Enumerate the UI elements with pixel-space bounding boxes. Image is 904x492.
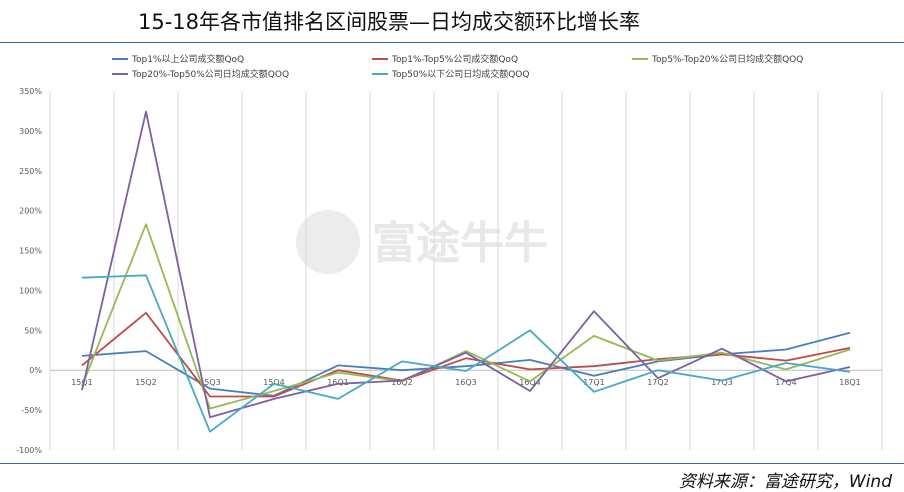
- y-tick-label: 150%: [19, 247, 42, 256]
- series-line-5: [81, 274, 851, 433]
- watermark-logo-icon: [296, 210, 360, 274]
- y-tick-label: 300%: [19, 127, 42, 136]
- x-tick-label: 17Q3: [711, 378, 733, 387]
- y-tick-label: 250%: [19, 167, 42, 176]
- x-tick-label: 17Q1: [583, 378, 605, 387]
- legend-label: Top50%以下公司日均成交额QOQ: [391, 68, 529, 80]
- watermark: 富途牛牛: [296, 210, 548, 274]
- line-chart: 富途牛牛 -100% -50% 0% 50% 100% 150% 200% 250% 300% 3…: [16, 53, 883, 455]
- legend-label: Top20%-Top50%公司日均成交额QOQ: [131, 68, 289, 80]
- x-tick-label: 16Q4: [519, 378, 541, 387]
- legend-label: Top1%-Top5%公司成交额QoQ: [391, 53, 518, 65]
- x-tick-label: 15Q4: [263, 378, 285, 387]
- x-tick-label: 15Q3: [199, 378, 221, 387]
- series-line-2: [81, 311, 851, 398]
- x-tick-label: 18Q1: [839, 378, 861, 387]
- legend-label: Top5%-Top20%公司日均成交额QOQ: [651, 53, 803, 65]
- x-tick-label: 17Q2: [647, 378, 669, 387]
- x-tick-label: 16Q1: [327, 378, 349, 387]
- page-title: 15-18年各市值排名区间股票—日均成交额环比增长率: [138, 10, 641, 34]
- title-divider: [0, 42, 904, 43]
- watermark-text: 富途牛牛: [372, 218, 548, 269]
- y-tick-label: 0%: [29, 366, 42, 375]
- y-tick-label: 350%: [19, 87, 42, 96]
- y-tick-label: 200%: [19, 207, 42, 216]
- footer-divider: [0, 463, 904, 464]
- series-line-4: [81, 110, 851, 419]
- x-tick-label: 15Q2: [135, 378, 157, 387]
- x-tick-label: 17Q4: [775, 378, 797, 387]
- y-tick-label: 50%: [24, 326, 42, 335]
- series-line-3: [81, 223, 851, 410]
- legend-label: Top1%以上公司成交额QoQ: [131, 53, 244, 65]
- x-tick-label: 16Q3: [455, 378, 477, 387]
- y-tick-label: 100%: [19, 286, 42, 295]
- x-tick-label: 16Q2: [391, 378, 413, 387]
- y-tick-label: -100%: [16, 446, 42, 455]
- y-tick-label: -50%: [21, 406, 42, 415]
- source-note: 资料来源：富途研究，Wind: [678, 472, 892, 492]
- x-tick-label: 15Q1: [71, 378, 93, 387]
